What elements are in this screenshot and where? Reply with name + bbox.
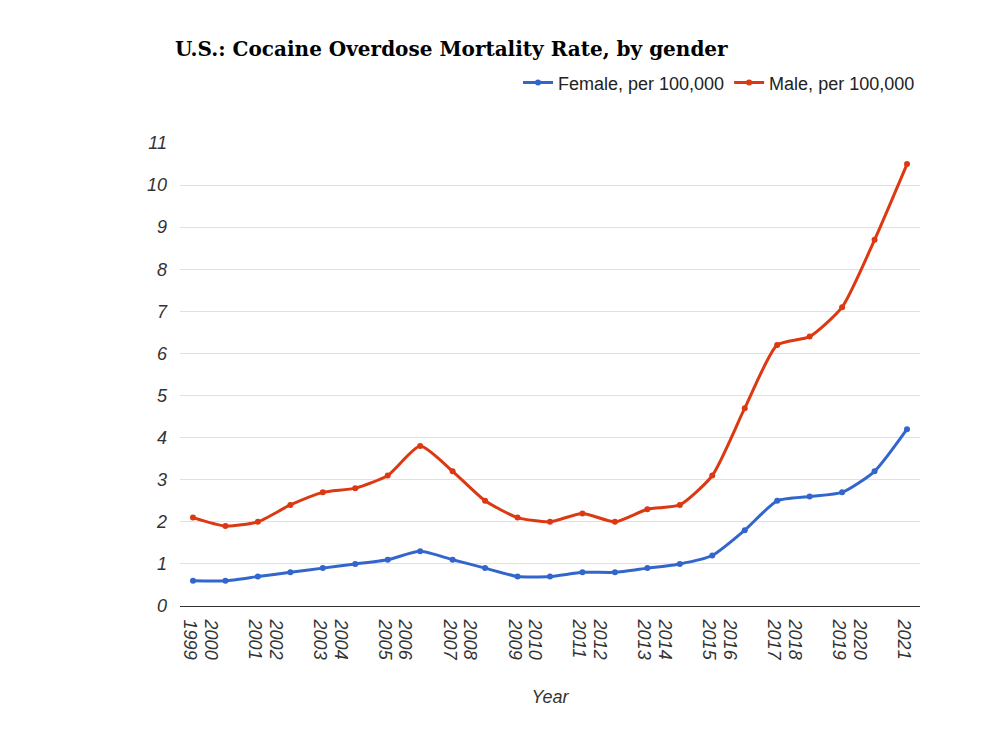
svg-text:2014: 2014 [655, 619, 675, 660]
svg-text:2020: 2020 [850, 619, 870, 660]
svg-text:0: 0 [157, 596, 167, 616]
svg-text:Female, per 100,000: Female, per 100,000 [558, 74, 724, 94]
svg-text:2009: 2009 [505, 619, 525, 660]
svg-text:10: 10 [147, 175, 167, 195]
svg-text:2021: 2021 [894, 619, 914, 660]
svg-text:Year: Year [531, 687, 569, 707]
svg-text:2015: 2015 [699, 619, 719, 661]
svg-text:2016: 2016 [720, 619, 740, 661]
svg-text:3: 3 [157, 470, 167, 490]
svg-text:2010: 2010 [525, 619, 545, 660]
svg-text:2013: 2013 [634, 619, 654, 660]
svg-text:1: 1 [157, 554, 167, 574]
svg-text:Male, per 100,000: Male, per 100,000 [769, 74, 914, 94]
svg-text:9: 9 [157, 217, 167, 237]
svg-text:2018: 2018 [785, 619, 805, 660]
svg-text:2: 2 [156, 512, 167, 532]
svg-text:2012: 2012 [590, 619, 610, 660]
svg-text:4: 4 [157, 428, 167, 448]
svg-text:11: 11 [148, 133, 167, 153]
svg-text:2007: 2007 [440, 619, 460, 661]
svg-text:2017: 2017 [764, 619, 784, 661]
svg-text:2002: 2002 [266, 619, 286, 660]
svg-text:2003: 2003 [310, 619, 330, 660]
svg-text:2000: 2000 [201, 619, 221, 660]
svg-text:U.S.: Cocaine Overdose Mortali: U.S.: Cocaine Overdose Mortality Rate, b… [175, 37, 728, 61]
svg-text:7: 7 [157, 302, 168, 322]
svg-text:2004: 2004 [331, 619, 351, 660]
svg-text:2019: 2019 [829, 619, 849, 660]
svg-text:8: 8 [157, 260, 167, 280]
svg-text:2011: 2011 [569, 619, 589, 659]
svg-text:2006: 2006 [395, 619, 415, 661]
svg-text:2001: 2001 [245, 619, 265, 660]
svg-text:5: 5 [157, 386, 168, 406]
svg-text:2008: 2008 [460, 619, 480, 660]
svg-text:2005: 2005 [375, 619, 395, 661]
svg-text:1999: 1999 [180, 620, 200, 660]
svg-text:6: 6 [157, 344, 168, 364]
